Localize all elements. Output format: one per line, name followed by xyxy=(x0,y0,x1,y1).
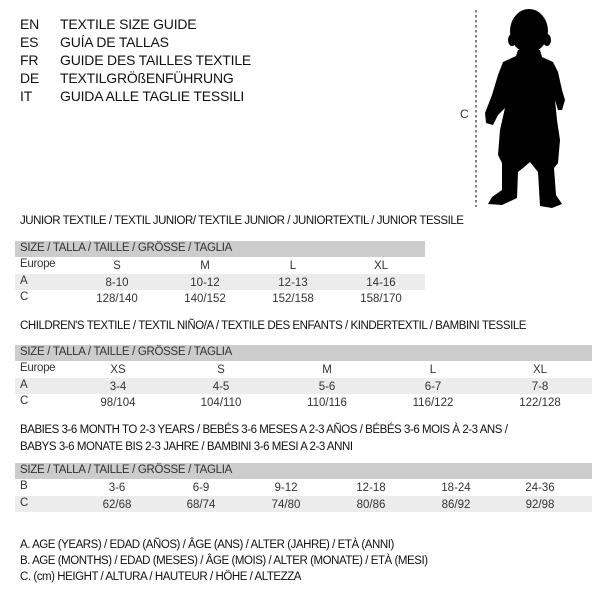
table-cell: S xyxy=(113,260,121,272)
table-cell: 3-6 xyxy=(108,482,126,494)
table-cell: 7-8 xyxy=(531,380,549,393)
language-code: FR xyxy=(20,52,39,68)
table-cell: 122/128 xyxy=(519,397,561,409)
table-cell: 110/116 xyxy=(307,397,347,409)
table-cell: 98/104 xyxy=(100,397,136,409)
legend-c: C. (cm) HEIGHT / ALTURA / HAUTEUR / HÖHE… xyxy=(20,571,302,583)
table-cell: 128/140 xyxy=(96,293,138,305)
measure-label: C xyxy=(460,107,469,121)
table-cell: XL xyxy=(532,364,548,376)
table-cell: 4-5 xyxy=(212,380,230,393)
table-cell: 104/110 xyxy=(200,397,242,409)
table-cell: 92/98 xyxy=(525,498,555,511)
table-cell: 18-24 xyxy=(441,482,471,494)
table-cell: M xyxy=(322,364,332,376)
language-code: EN xyxy=(20,16,40,32)
legend-a: A. AGE (YEARS) / EDAD (AÑOS) / ÂGE (ANS)… xyxy=(20,539,394,551)
guide-title: TEXTILE SIZE GUIDE xyxy=(60,16,197,32)
table-cell: 9-12 xyxy=(274,482,298,494)
row-label: C xyxy=(20,395,29,407)
row-label: C xyxy=(20,496,29,509)
table-cell: 12-13 xyxy=(278,276,308,289)
table-cell: 24-36 xyxy=(525,482,555,494)
guide-title: GUIDA ALLE TAGLIE TESSILI xyxy=(60,88,245,104)
babies-heading-2: BABYS 3-6 MONATE BIS 2-3 JAHRE / BAMBINI… xyxy=(20,441,353,453)
guide-title: GUÍA DE TALLAS xyxy=(60,34,169,50)
table-cell: 152/158 xyxy=(272,293,314,305)
row-label: Europe xyxy=(20,258,56,270)
table-cell: 6-9 xyxy=(192,482,210,494)
table-cell: XS xyxy=(110,364,126,376)
table-cell: 140/152 xyxy=(184,293,226,305)
table-cell: 8-10 xyxy=(105,276,129,289)
table-cell: 14-16 xyxy=(366,276,396,289)
babies-heading-1: BABIES 3-6 MONTH TO 2-3 YEARS / BEBÉS 3-… xyxy=(20,424,508,436)
table-cell: 86/92 xyxy=(441,498,471,511)
children-heading: CHILDREN'S TEXTILE / TEXTIL NIÑO/A / TEX… xyxy=(20,320,526,332)
babies-size-header: SIZE / TALLA / TAILLE / GRÖSSE / TAGLIA xyxy=(20,464,233,476)
language-code: ES xyxy=(20,34,39,50)
table-cell: 6-7 xyxy=(424,380,442,393)
table-cell: 12-18 xyxy=(356,482,386,494)
row-label: A xyxy=(20,378,28,391)
table-cell: XL xyxy=(373,260,389,272)
table-cell: 158/170 xyxy=(360,293,402,305)
junior-size-header: SIZE / TALLA / TAILLE / GRÖSSE / TAGLIA xyxy=(20,242,233,254)
table-cell: M xyxy=(200,260,210,272)
table-cell: L xyxy=(289,260,297,272)
guide-title: GUIDE DES TAILLES TEXTILE xyxy=(60,52,252,68)
row-label: A xyxy=(20,274,28,287)
table-cell: 3-4 xyxy=(109,380,127,393)
row-label: B xyxy=(20,480,28,492)
language-code: DE xyxy=(20,70,40,86)
legend-b: B. AGE (MONTHS) / EDAD (MESES) / ÂGE (MO… xyxy=(20,555,428,567)
table-cell: 116/122 xyxy=(412,397,454,409)
table-cell: 80/86 xyxy=(356,498,386,511)
language-code: IT xyxy=(20,88,33,104)
table-cell: 10-12 xyxy=(190,276,220,289)
table-cell: 5-6 xyxy=(318,380,336,393)
baby-silhouette-icon xyxy=(475,9,565,208)
table-cell: S xyxy=(217,364,225,376)
guide-title: TEXTILGRÖßENFÜHRUNG xyxy=(60,70,234,86)
junior-heading: JUNIOR TEXTILE / TEXTIL JUNIOR/ TEXTILE … xyxy=(20,215,464,227)
row-label: C xyxy=(20,291,29,303)
table-cell: 68/74 xyxy=(186,498,216,511)
table-cell: 74/80 xyxy=(271,498,301,511)
children-size-header: SIZE / TALLA / TAILLE / GRÖSSE / TAGLIA xyxy=(20,346,233,358)
table-cell: 62/68 xyxy=(102,498,132,511)
table-cell: L xyxy=(429,364,437,376)
row-label: Europe xyxy=(20,362,56,374)
